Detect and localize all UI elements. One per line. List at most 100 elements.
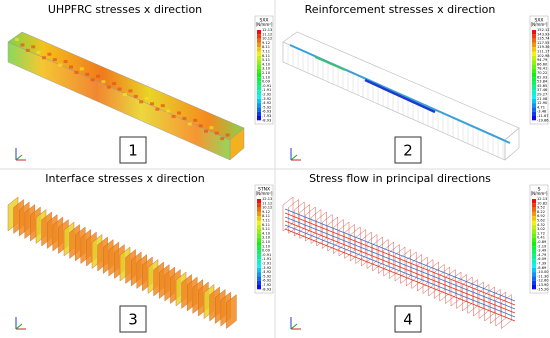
beam [282,196,516,330]
panel-title: UHPFRC stresses x direction [48,3,202,16]
slice [349,226,361,262]
legend-label: 6.11 [262,54,270,58]
texture [209,126,214,130]
panel-number: 3 [128,311,138,329]
texture [177,111,181,115]
beam-outline [282,31,520,141]
legend-swatch [257,38,261,43]
legend-swatch [257,203,261,208]
legend-label: -3.92 [262,266,271,270]
slice [293,201,305,237]
legend-label: -6.93 [262,110,271,114]
legend-label: 7.11 [262,219,270,223]
legend-label: 4.32 [537,223,545,227]
legend-quantity: S [538,187,541,193]
legend-label: 1.10 [262,75,271,79]
slice [338,221,350,257]
legend-label: 152.12 [537,28,550,32]
legend-label: 0.09 [262,80,271,84]
legend-swatch [532,199,536,204]
texture [198,124,203,128]
legend-swatch [257,73,261,78]
legend-label: 78.41 [537,67,547,71]
legend-label: 3.10 [262,236,271,240]
texture [150,102,154,106]
legend-swatch [532,111,536,116]
slice [299,203,311,240]
texture [225,133,230,137]
legend-label: -8.69 [537,266,547,270]
legend-swatch [257,250,261,255]
panel: Reinforcement stresses x direction 2 SXX[N… [282,3,550,164]
legend-swatch [532,285,536,290]
legend-label: 12.13 [262,28,272,32]
legend-label: 12.13 [537,197,547,201]
beam-face [229,127,245,161]
legend-swatch [257,30,261,35]
legend-swatch [532,263,536,268]
axis-icon [15,154,23,161]
slice [495,291,507,327]
legend-swatch [257,259,261,264]
legend-swatch [532,47,536,52]
flow-line [284,208,516,302]
texture [133,94,138,98]
legend-label: -7.39 [537,262,547,266]
legend-label: 4.10 [262,231,271,235]
legend-label: 45.65 [537,84,547,88]
legend-label: 2.10 [262,240,271,244]
slice [305,206,316,242]
texture [101,80,106,84]
legend-swatch [532,73,536,78]
texture [139,100,144,104]
slice [445,268,456,305]
slice [372,236,383,272]
legend-label: 7.11 [262,50,270,54]
legend-swatch [532,103,536,108]
legend-swatch [532,42,536,48]
texture [171,115,176,119]
beam-face [7,31,245,141]
legend-swatch [532,51,536,56]
legend-quantity: STNX [258,187,270,193]
panel-title: Interface stresses x direction [45,172,205,185]
legend-unit: [N/mm²] [531,22,548,27]
legend-swatch [257,263,261,268]
texture [25,48,30,52]
texture [42,56,46,60]
texture [182,116,187,120]
flow-line [284,212,516,306]
legend-label: 9.52 [537,206,545,210]
texture [128,89,133,93]
legend-label: -11.67 [537,114,549,118]
slice [355,228,367,265]
legend-swatch [532,60,536,65]
texture [79,67,84,71]
slice [433,263,445,300]
slice [333,218,344,255]
legend-swatch [532,242,536,247]
texture [144,96,149,100]
legend-label: 0.41 [537,236,545,240]
slice [467,278,479,315]
legend-swatch [257,211,261,217]
legend-quantity: SXX [534,18,543,24]
texture [106,85,111,89]
legend-swatch [532,207,536,212]
legend-swatch [532,203,536,208]
legend-label: 9.12 [262,41,270,45]
beam [7,31,245,161]
legend-label: 102.98 [537,54,550,58]
legend-label: 3.10 [262,67,271,71]
legend-label: 10.82 [537,201,547,205]
legend-label: -6.09 [537,257,547,261]
texture [123,93,127,96]
legend-swatch [532,250,536,255]
legend-label: 94.79 [537,58,548,62]
legend-swatch [257,267,261,273]
slice [473,281,484,317]
legend-label: -1.91 [262,257,271,261]
legend-swatch [257,242,261,247]
legend-swatch [257,116,261,121]
legend-label: -4.92 [262,101,271,105]
